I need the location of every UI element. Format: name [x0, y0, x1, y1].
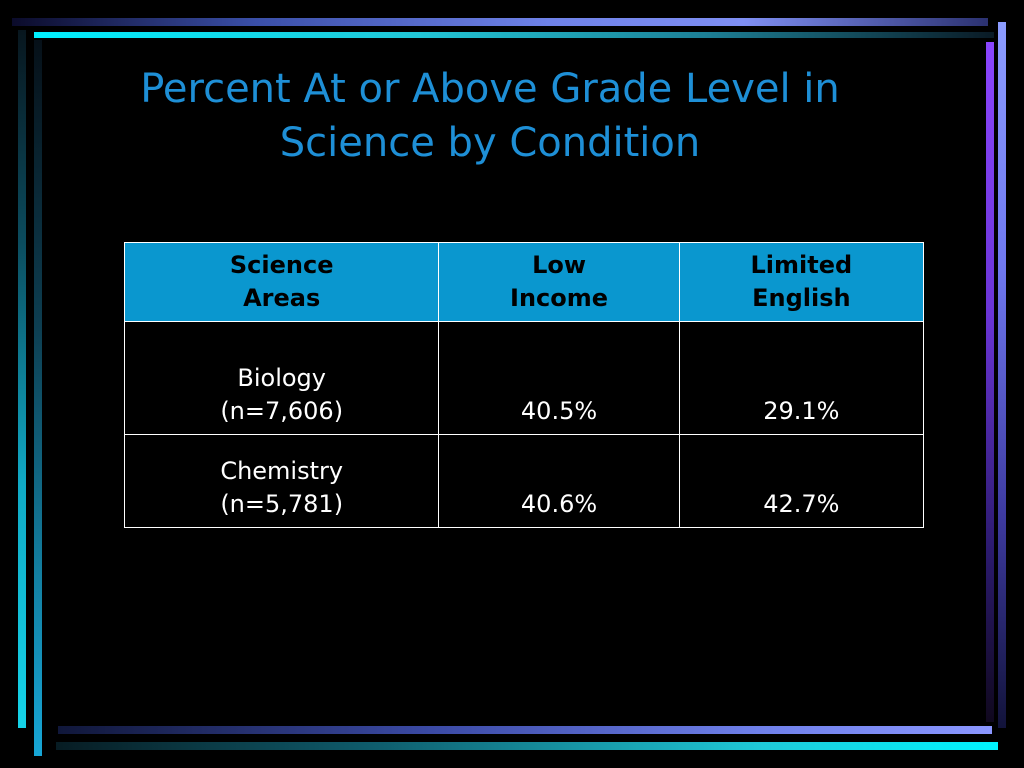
- sample-size: (n=5,781): [220, 490, 344, 518]
- slide-title: Percent At or Above Grade Level in Scien…: [60, 62, 920, 170]
- area-name: Chemistry: [220, 457, 344, 485]
- header-limited-english: Limited English: [678, 242, 925, 322]
- decorative-bar-right-inner: [986, 42, 994, 722]
- header-label-line: Areas: [243, 284, 321, 312]
- table-body: Biology (n=7,606) 40.5% 29.1% Chemistry …: [123, 321, 925, 528]
- decorative-bar-top-outer: [12, 18, 988, 26]
- decorative-bar-top-inner: [34, 32, 994, 38]
- area-name: Biology: [237, 364, 326, 392]
- cell-low-income: 40.6%: [438, 434, 680, 528]
- header-label-line: Limited: [750, 251, 853, 279]
- slide-title-line-1: Percent At or Above Grade Level in: [140, 66, 840, 112]
- header-label-line: English: [752, 284, 851, 312]
- decorative-bar-bottom-outer: [58, 726, 992, 734]
- table-row: Biology (n=7,606) 40.5% 29.1%: [123, 321, 925, 435]
- table-header-row: Science Areas Low Income Limited English: [123, 242, 925, 322]
- header-label-line: Income: [510, 284, 609, 312]
- header-label-line: Low: [532, 251, 587, 279]
- cell-science-area: Chemistry (n=5,781): [123, 434, 440, 528]
- cell-low-income: 40.5%: [438, 321, 680, 435]
- decorative-bar-right-outer: [998, 22, 1006, 728]
- decorative-bar-left-inner: [34, 40, 42, 756]
- header-science-areas: Science Areas: [123, 242, 440, 322]
- header-low-income: Low Income: [438, 242, 680, 322]
- cell-limited-english: 29.1%: [678, 321, 925, 435]
- table-header: Science Areas Low Income Limited English: [123, 242, 925, 322]
- cell-science-area: Biology (n=7,606): [123, 321, 440, 435]
- decorative-bar-bottom-inner: [56, 742, 998, 750]
- results-table-container: Science Areas Low Income Limited English: [123, 242, 925, 528]
- slide-title-line-2: Science by Condition: [279, 120, 701, 166]
- header-label-line: Science: [229, 251, 334, 279]
- table-row: Chemistry (n=5,781) 40.6% 42.7%: [123, 434, 925, 528]
- decorative-bar-left-outer: [18, 30, 26, 728]
- results-table: Science Areas Low Income Limited English: [123, 242, 925, 528]
- cell-limited-english: 42.7%: [678, 434, 925, 528]
- sample-size: (n=7,606): [220, 397, 344, 425]
